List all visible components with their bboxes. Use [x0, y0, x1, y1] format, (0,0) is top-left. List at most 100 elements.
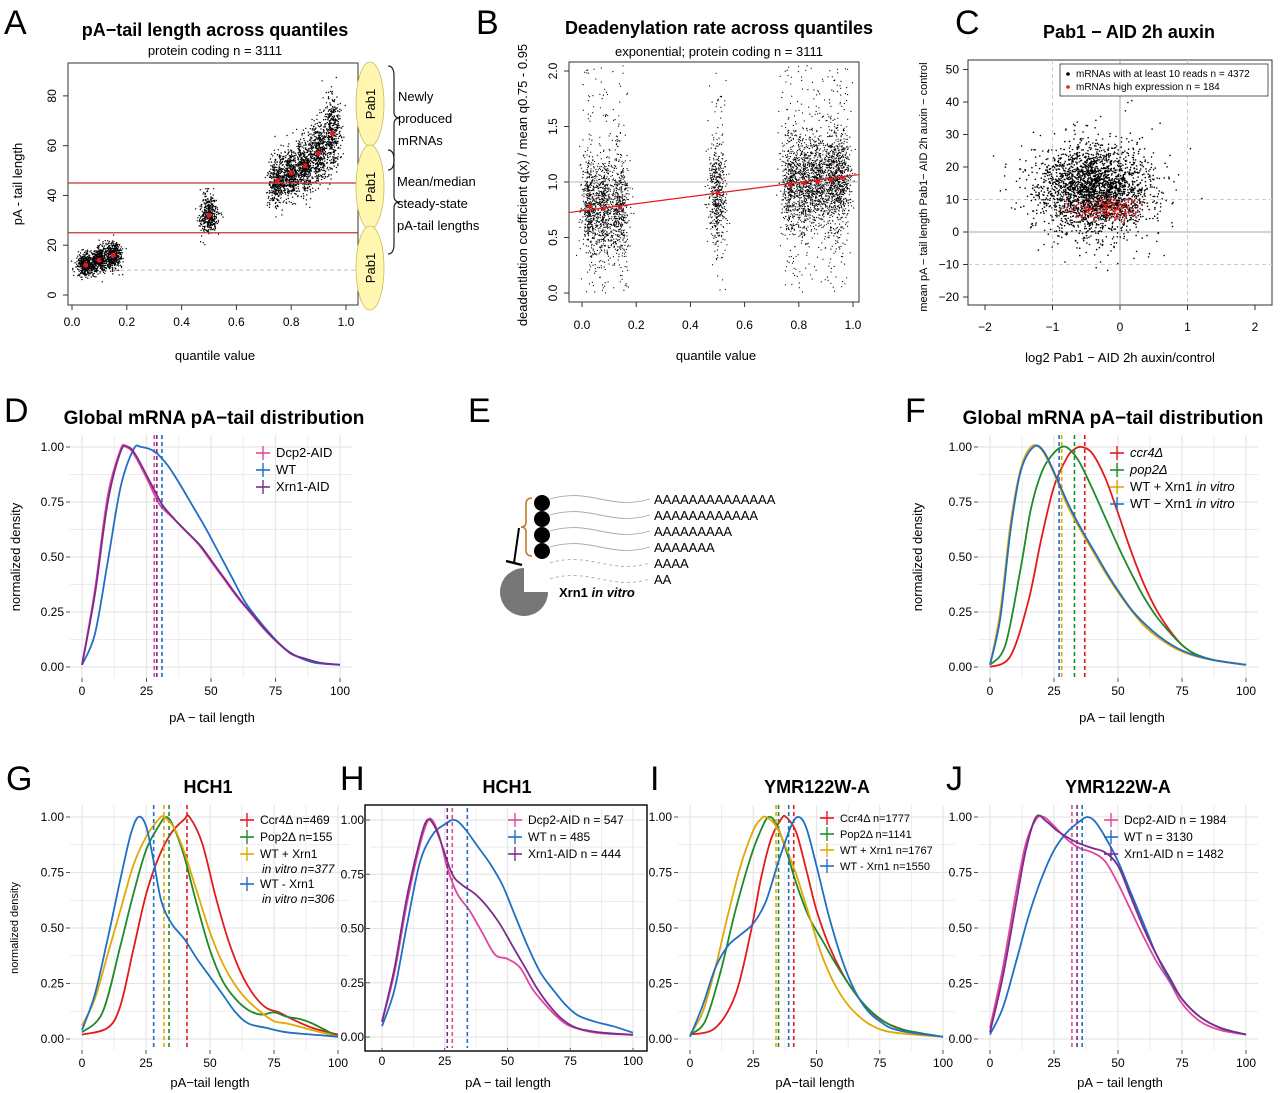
scatter-point [309, 162, 312, 165]
scatter-point [275, 216, 277, 218]
scatter-point [204, 205, 207, 207]
scatter-point [115, 268, 117, 270]
scatter-point [101, 281, 104, 283]
scatter-point [588, 72, 590, 74]
scatter-point [605, 197, 607, 200]
scatter-point [600, 265, 602, 267]
scatter-point [90, 252, 93, 254]
scatter-point [591, 198, 593, 200]
scatter-point [329, 159, 331, 162]
scatter-point [603, 243, 605, 245]
scatter-point [295, 164, 298, 166]
scatter-point [87, 271, 89, 273]
scatter-point [268, 206, 271, 208]
scatter-point [290, 201, 292, 203]
scatter-point [605, 223, 607, 225]
scatter-point [275, 201, 277, 204]
scatter-point [208, 206, 210, 208]
scatter-point [213, 214, 216, 216]
scatter-point [122, 257, 124, 260]
scatter-point [601, 192, 603, 195]
scatter-point [213, 201, 216, 203]
scatter-point [590, 174, 592, 176]
scatter-point [79, 261, 81, 263]
scatter-point [329, 183, 331, 185]
scatter-point [94, 268, 96, 270]
scatter-point [210, 202, 212, 204]
scatter-point [597, 165, 599, 167]
scatter-point [330, 159, 333, 161]
scatter-point [595, 222, 598, 224]
scatter-point [587, 245, 590, 247]
scatter-point [82, 269, 84, 271]
scatter-point [303, 187, 305, 190]
scatter-point [596, 185, 598, 187]
scatter-point [588, 235, 590, 237]
scatter-point [201, 206, 203, 208]
scatter-point [600, 225, 603, 227]
scatter-point [98, 263, 100, 265]
scatter-point [278, 191, 280, 193]
scatter-point [268, 190, 271, 192]
scatter-point [324, 107, 327, 109]
scatter-point [103, 257, 105, 260]
scatter-point [322, 153, 325, 155]
scatter-point [324, 141, 327, 143]
scatter-point [309, 174, 311, 176]
scatter-point [592, 177, 594, 179]
scatter-point [603, 240, 605, 242]
scatter-point [303, 179, 305, 181]
scatter-point [603, 192, 605, 194]
scatter-point [611, 236, 614, 238]
scatter-point [215, 199, 217, 202]
scatter-point [607, 253, 609, 255]
y-tick-label: 20 [45, 238, 59, 252]
scatter-point [332, 122, 334, 125]
y-tick-label: 40 [45, 188, 59, 202]
scatter-point [99, 263, 102, 265]
scatter-point [326, 136, 329, 139]
scatter-point [323, 173, 326, 176]
scatter-point [608, 165, 610, 167]
scatter-point [335, 144, 338, 146]
scatter-point [618, 246, 620, 248]
scatter-point [274, 161, 276, 163]
scatter-point [621, 245, 623, 247]
scatter-point [295, 169, 297, 172]
scatter-point [591, 218, 593, 220]
scatter-point [337, 137, 340, 139]
scatter-point [608, 263, 610, 265]
scatter-point [276, 204, 278, 206]
scatter-point [119, 253, 122, 255]
scatter-point [215, 216, 217, 218]
scatter-point [624, 265, 626, 268]
scatter-point [83, 269, 86, 271]
scatter-point [599, 227, 601, 229]
scatter-point [601, 98, 603, 100]
scatter-point [313, 120, 315, 122]
scatter-point [592, 248, 594, 250]
scatter-point [95, 250, 97, 252]
scatter-point [590, 266, 592, 268]
scatter-point [596, 216, 599, 218]
scatter-point [215, 221, 217, 224]
scatter-point [282, 187, 285, 189]
scatter-point [309, 173, 311, 175]
scatter-point [610, 243, 613, 245]
scatter-point [587, 229, 589, 231]
scatter-point [93, 258, 96, 260]
scatter-point [289, 158, 291, 161]
scatter-point [580, 278, 583, 280]
scatter-point [109, 270, 112, 272]
scatter-point [92, 257, 95, 259]
scatter-point [598, 221, 600, 223]
scatter-point [95, 258, 97, 260]
scatter-point [107, 248, 110, 251]
scatter-point [111, 262, 113, 264]
scatter-point [314, 176, 316, 178]
x-tick-label: 0.6 [228, 315, 245, 329]
scatter-point [623, 124, 625, 126]
scatter-point [590, 115, 592, 117]
scatter-point [277, 187, 280, 189]
scatter-point [333, 111, 335, 113]
